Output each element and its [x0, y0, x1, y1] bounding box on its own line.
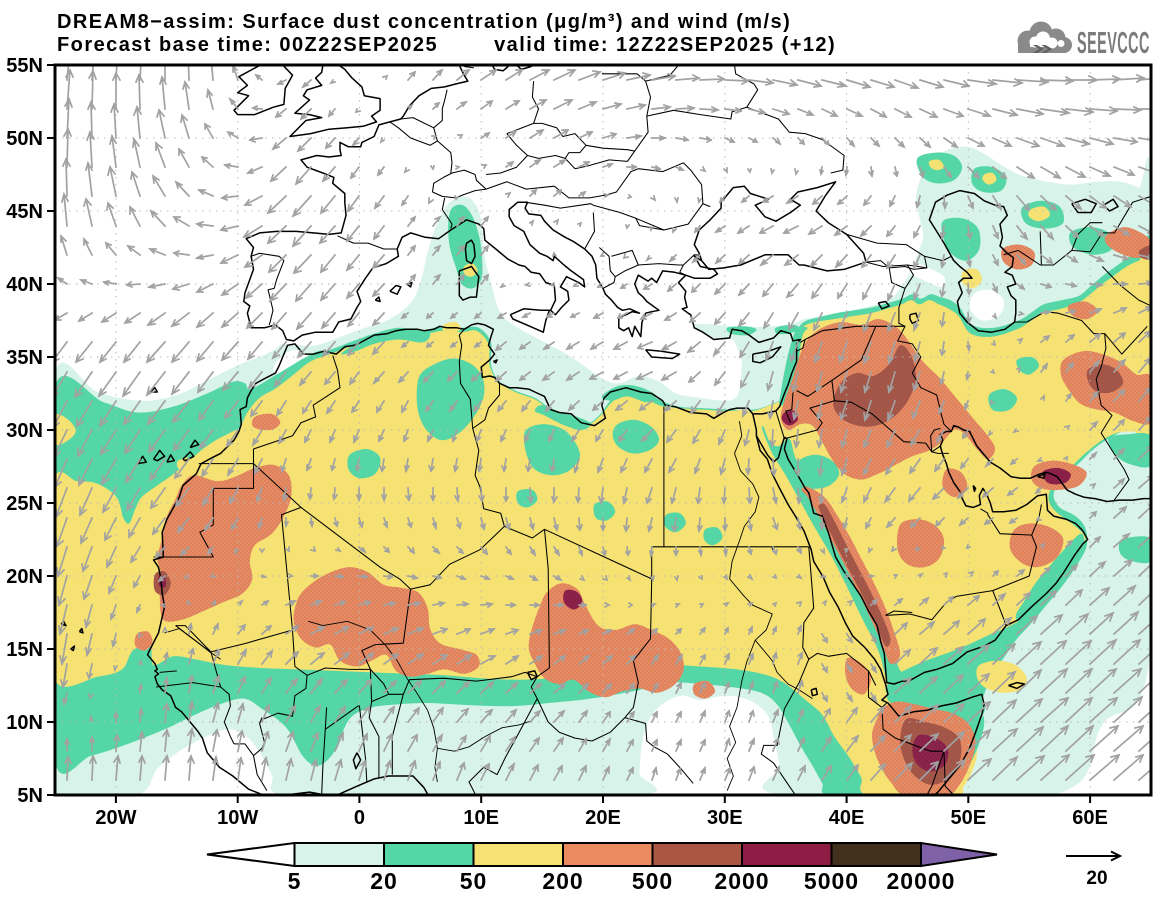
svg-text:10E: 10E	[463, 807, 499, 829]
svg-text:25N: 25N	[6, 493, 43, 515]
svg-text:30E: 30E	[707, 807, 743, 829]
svg-text:20N: 20N	[6, 566, 43, 588]
svg-text:10N: 10N	[6, 712, 43, 734]
svg-text:DREAM8−assim: Surface dust con: DREAM8−assim: Surface dust concentration…	[57, 11, 791, 33]
svg-text:50: 50	[460, 868, 488, 894]
svg-text:30N: 30N	[6, 420, 43, 442]
svg-text:50E: 50E	[951, 807, 987, 829]
svg-text:40E: 40E	[829, 807, 865, 829]
svg-text:Forecast base time: 00Z22SEP20: Forecast base time: 00Z22SEP2025 valid t…	[57, 34, 836, 56]
svg-text:5: 5	[288, 868, 302, 894]
svg-text:40N: 40N	[6, 274, 43, 296]
svg-text:500: 500	[632, 868, 673, 894]
svg-text:20: 20	[370, 868, 398, 894]
svg-text:15N: 15N	[6, 639, 43, 661]
svg-text:55N: 55N	[6, 55, 43, 77]
svg-text:60E: 60E	[1072, 807, 1108, 829]
svg-text:200: 200	[542, 868, 583, 894]
svg-text:10W: 10W	[217, 807, 258, 829]
svg-text:20E: 20E	[585, 807, 621, 829]
svg-text:5N: 5N	[17, 785, 43, 807]
svg-text:20000: 20000	[887, 868, 956, 894]
svg-text:20: 20	[1086, 868, 1107, 889]
svg-text:0: 0	[354, 807, 365, 829]
svg-text:SEEVCCC: SEEVCCC	[1077, 26, 1150, 61]
svg-text:5000: 5000	[804, 868, 859, 894]
svg-text:45N: 45N	[6, 201, 43, 223]
svg-text:50N: 50N	[6, 128, 43, 150]
svg-text:35N: 35N	[6, 347, 43, 369]
svg-text:20W: 20W	[95, 807, 136, 829]
svg-text:2000: 2000	[714, 868, 769, 894]
